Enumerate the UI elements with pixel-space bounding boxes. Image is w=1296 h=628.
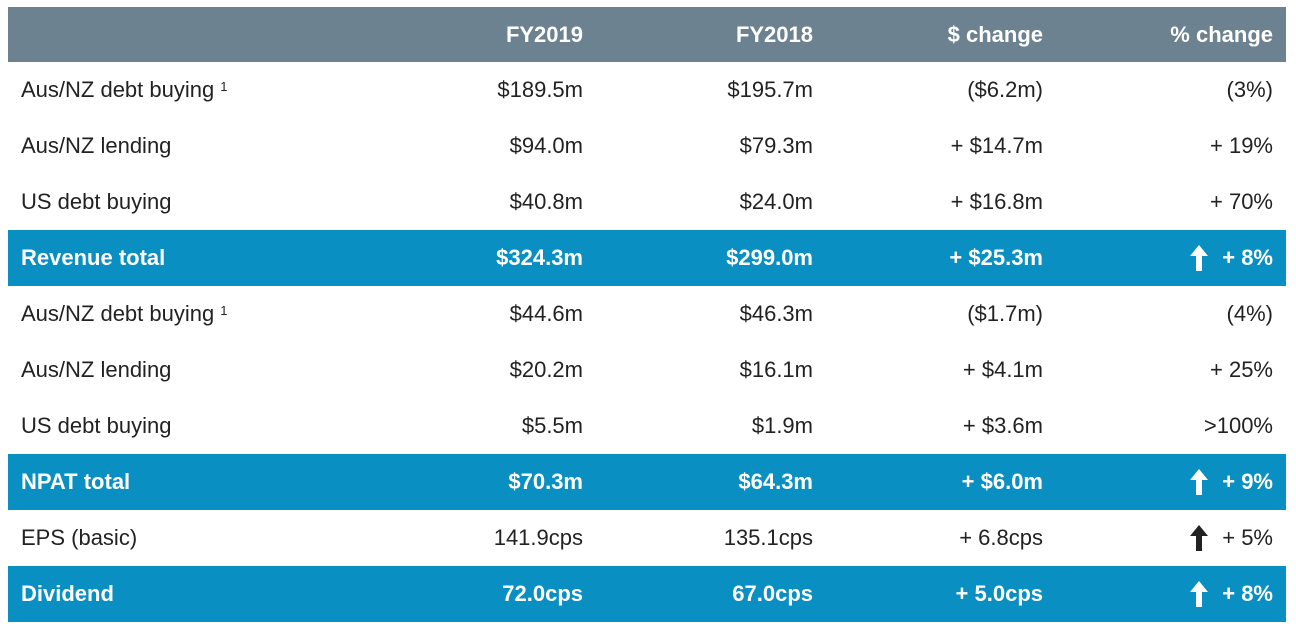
value-dollar-change: + $4.1m (962, 357, 1043, 382)
percent-change-text: + 8% (1222, 245, 1273, 270)
percent-change-text: + 25% (1210, 357, 1273, 382)
percent-change-text: + 5% (1222, 525, 1273, 550)
percent-change-text: + 9% (1222, 469, 1273, 494)
value-dollar-change: + $25.3m (949, 245, 1043, 270)
table-row: US debt buying $40.8m $24.0m + $16.8m + 70% (8, 174, 1286, 230)
value-percent-change: + 70% (1210, 174, 1273, 230)
value-fy2019: $40.8m (509, 189, 583, 214)
up-arrow-icon (1190, 525, 1209, 551)
total-row: Revenue total $324.3m $299.0m + $25.3m + 8% (8, 230, 1286, 286)
value-fy2018: $195.7m (727, 77, 813, 102)
table-row: Aus/NZ debt buying 1 $44.6m $46.3m ($1.7m) (4… (8, 286, 1286, 342)
header-fy2018: FY2018 (735, 21, 813, 47)
row-label: Revenue total (21, 230, 165, 286)
value-fy2018: 135.1cps (723, 525, 813, 550)
financial-results-table: FY2019 FY2018 $ change % change Aus/NZ d… (8, 7, 1286, 622)
row-label-text: NPAT total (21, 469, 131, 494)
value-fy2018: $16.1m (739, 357, 813, 382)
table-row: Aus/NZ debt buying 1 $189.5m $195.7m ($6.2m)… (8, 62, 1286, 118)
value-fy2019: $324.3m (496, 245, 583, 270)
row-label: Dividend (21, 566, 114, 622)
value-fy2018: $79.3m (739, 133, 813, 158)
value-percent-change: (3%) (1227, 62, 1273, 118)
row-label: Aus/NZ lending (21, 118, 171, 174)
row-label: EPS (basic) (21, 510, 137, 566)
value-percent-change: + 5% (1190, 510, 1273, 566)
header-percent-change: % change (1170, 21, 1273, 47)
value-dollar-change: ($6.2m) (967, 77, 1043, 102)
row-label-text: US debt buying (21, 413, 172, 438)
row-label-text: US debt buying (21, 189, 172, 214)
total-row: NPAT total $70.3m $64.3m + $6.0m + 9% (8, 454, 1286, 510)
value-dollar-change: + $16.8m (950, 189, 1043, 214)
up-arrow-icon (1190, 245, 1209, 271)
value-percent-change: + 8% (1190, 230, 1273, 286)
value-fy2018: $46.3m (739, 301, 813, 326)
value-fy2018: 67.0cps (732, 581, 813, 606)
table-header-row: FY2019 FY2018 $ change % change (8, 7, 1286, 62)
row-label-text: Aus/NZ lending (21, 357, 172, 382)
row-label-text: Dividend (21, 581, 114, 606)
row-label: Aus/NZ debt buying 1 (21, 286, 227, 342)
table-row: Aus/NZ lending $94.0m $79.3m + $14.7m + 19% (8, 118, 1286, 174)
value-dollar-change: + $6.0m (961, 469, 1043, 494)
percent-change-text: >100% (1203, 413, 1273, 438)
up-arrow-icon (1190, 581, 1209, 607)
value-fy2019: $5.5m (521, 413, 583, 438)
value-percent-change: + 9% (1190, 454, 1273, 510)
value-fy2018: $24.0m (739, 189, 813, 214)
up-arrow-icon (1190, 469, 1209, 495)
value-fy2019: $20.2m (509, 357, 583, 382)
footnote-marker: 1 (220, 302, 228, 318)
value-dollar-change: + $3.6m (962, 413, 1043, 438)
percent-change-text: + 8% (1222, 581, 1273, 606)
value-percent-change: (4%) (1227, 286, 1273, 342)
value-fy2019: $70.3m (508, 469, 583, 494)
row-label: US debt buying (21, 174, 171, 230)
value-fy2019: 72.0cps (502, 581, 583, 606)
value-fy2019: $189.5m (497, 77, 583, 102)
row-label: NPAT total (21, 454, 130, 510)
table-row: US debt buying $5.5m $1.9m + $3.6m >100% (8, 398, 1286, 454)
percent-change-text: + 19% (1210, 133, 1273, 158)
row-label-text: Aus/NZ lending (21, 133, 172, 158)
value-dollar-change: + $14.7m (950, 133, 1043, 158)
row-label-text: Aus/NZ debt buying (21, 301, 215, 326)
table-row: EPS (basic) 141.9cps 135.1cps + 6.8cps + 5% (8, 510, 1286, 566)
value-dollar-change: + 5.0cps (955, 581, 1043, 606)
value-dollar-change: + 6.8cps (959, 525, 1043, 550)
row-label-text: Revenue total (21, 245, 166, 270)
table-row: Aus/NZ lending $20.2m $16.1m + $4.1m + 25% (8, 342, 1286, 398)
value-dollar-change: ($1.7m) (967, 301, 1043, 326)
value-percent-change: + 8% (1190, 566, 1273, 622)
row-label: US debt buying (21, 398, 171, 454)
row-label-text: Aus/NZ debt buying (21, 77, 215, 102)
value-fy2019: $94.0m (509, 133, 583, 158)
total-row: Dividend 72.0cps 67.0cps + 5.0cps + 8% (8, 566, 1286, 622)
value-fy2018: $299.0m (726, 245, 813, 270)
row-label: Aus/NZ lending (21, 342, 171, 398)
value-fy2019: 141.9cps (493, 525, 583, 550)
value-fy2018: $64.3m (738, 469, 813, 494)
value-percent-change: + 19% (1210, 118, 1273, 174)
percent-change-text: (4%) (1226, 301, 1273, 326)
row-label-text: EPS (basic) (21, 525, 138, 550)
row-label: Aus/NZ debt buying 1 (21, 62, 227, 118)
percent-change-text: (3%) (1226, 77, 1273, 102)
value-percent-change: >100% (1204, 398, 1273, 454)
footnote-marker: 1 (220, 78, 228, 94)
value-percent-change: + 25% (1210, 342, 1273, 398)
value-fy2018: $1.9m (751, 413, 813, 438)
value-fy2019: $44.6m (509, 301, 583, 326)
header-fy2019: FY2019 (505, 21, 583, 47)
percent-change-text: + 70% (1210, 189, 1273, 214)
header-dollar-change: $ change (947, 21, 1043, 47)
